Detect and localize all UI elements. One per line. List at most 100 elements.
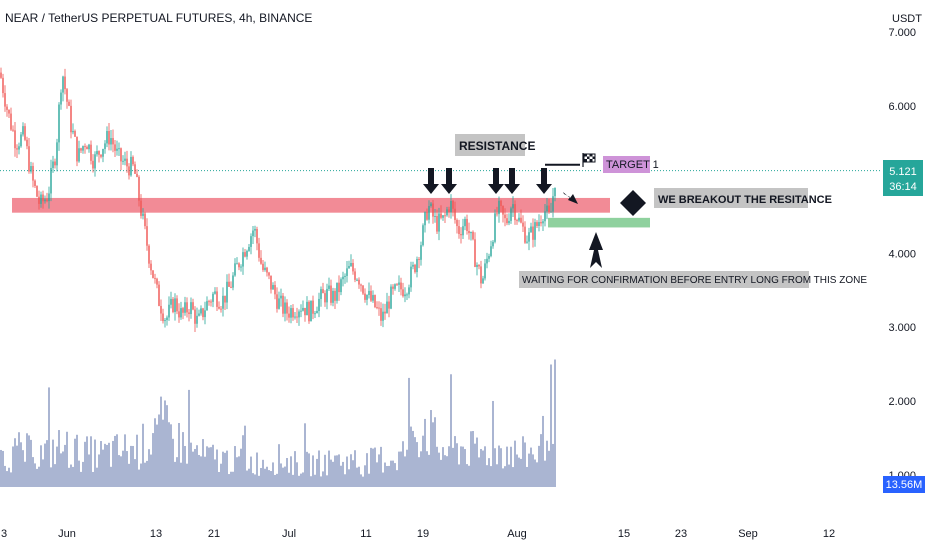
volume-bar	[416, 442, 418, 487]
candle-body	[168, 304, 170, 318]
candle-body	[432, 203, 434, 217]
volume-bar	[374, 447, 376, 487]
candle-body	[170, 298, 172, 305]
volume-bar	[502, 468, 504, 487]
candle-body	[484, 263, 486, 279]
volume-bar	[338, 454, 340, 487]
candle-body	[424, 212, 426, 226]
candle-body	[332, 290, 334, 303]
candle-body	[72, 131, 74, 133]
volume-bar	[20, 442, 22, 487]
volume-bar	[428, 454, 430, 487]
candle-body	[522, 222, 524, 227]
volume-bar	[122, 450, 124, 487]
candle-body	[38, 196, 40, 204]
candle-body	[280, 295, 282, 299]
volume-bar	[54, 464, 56, 487]
candle-body	[80, 148, 82, 151]
candle-body	[192, 302, 194, 310]
candle-body	[492, 241, 494, 247]
volume-bar	[342, 461, 344, 487]
volume-bar	[112, 440, 114, 487]
volume-bar	[172, 438, 174, 487]
candle-body	[194, 309, 196, 324]
volume-bar	[386, 465, 388, 487]
volume-bar	[440, 459, 442, 487]
volume-bar	[214, 459, 216, 487]
volume-bar	[488, 458, 490, 487]
volume-bar	[128, 463, 130, 487]
volume-bar	[130, 445, 132, 487]
volume-bar	[222, 451, 224, 487]
volume-bar	[532, 454, 534, 487]
candle-body	[278, 298, 280, 309]
candle-body	[450, 201, 452, 213]
volume-bar	[276, 473, 278, 487]
volume-bar	[196, 445, 198, 487]
volume-bar	[402, 441, 404, 487]
candle-body	[148, 245, 150, 264]
candle-body	[290, 308, 292, 318]
candle-body	[458, 226, 460, 235]
candle-body	[84, 146, 86, 148]
candle-body	[390, 286, 392, 309]
candle-body	[346, 268, 348, 276]
candle-body	[328, 285, 330, 289]
candle-body	[40, 194, 42, 204]
volume-bar	[294, 451, 296, 487]
volume-bar	[46, 440, 48, 487]
candle-body	[244, 252, 246, 257]
volume-bar	[388, 465, 390, 487]
volume-bar	[412, 430, 414, 487]
candle-body	[14, 130, 16, 149]
volume-bars	[0, 359, 556, 487]
volume-bar	[220, 463, 222, 487]
candle-body	[456, 219, 458, 227]
candle-body	[64, 76, 66, 90]
volume-bar	[442, 447, 444, 487]
candle-body	[248, 246, 250, 251]
volume-bar	[230, 471, 232, 487]
candle-body	[418, 259, 420, 261]
volume-bar	[430, 410, 432, 487]
volume-bar	[414, 437, 416, 487]
candle-body	[114, 144, 116, 151]
volume-bar	[170, 424, 172, 487]
volume-bar	[110, 466, 112, 487]
volume-bar	[238, 456, 240, 487]
volume-bar	[368, 473, 370, 487]
candle-body	[26, 139, 28, 147]
x-tick-label: Jul	[282, 528, 296, 540]
volume-bar	[366, 453, 368, 487]
volume-bar	[4, 465, 6, 487]
volume-bar	[104, 443, 106, 487]
volume-bar	[268, 470, 270, 487]
candle-body	[172, 298, 174, 313]
candle-body	[496, 213, 498, 215]
volume-bar	[518, 457, 520, 487]
volume-bar	[540, 434, 542, 487]
volume-bar	[74, 438, 76, 487]
volume-bar	[270, 471, 272, 487]
volume-bar	[516, 454, 518, 487]
candle-body	[126, 158, 128, 167]
volume-bar	[264, 468, 266, 487]
x-tick-label: Sep	[738, 528, 758, 540]
candle-body	[316, 310, 318, 314]
candle-body	[200, 308, 202, 314]
volume-bar	[274, 474, 276, 487]
candle-body	[230, 286, 232, 288]
candle-body	[154, 277, 156, 279]
volume-bar	[526, 466, 528, 487]
volume-bar	[72, 466, 74, 487]
volume-bar	[18, 432, 20, 487]
candle-body	[270, 275, 272, 290]
candle-body	[68, 101, 70, 106]
candle-body	[476, 264, 478, 267]
volume-bar	[96, 467, 98, 487]
candle-body	[118, 148, 120, 150]
volume-bar	[554, 359, 556, 487]
candle-body	[242, 252, 244, 267]
